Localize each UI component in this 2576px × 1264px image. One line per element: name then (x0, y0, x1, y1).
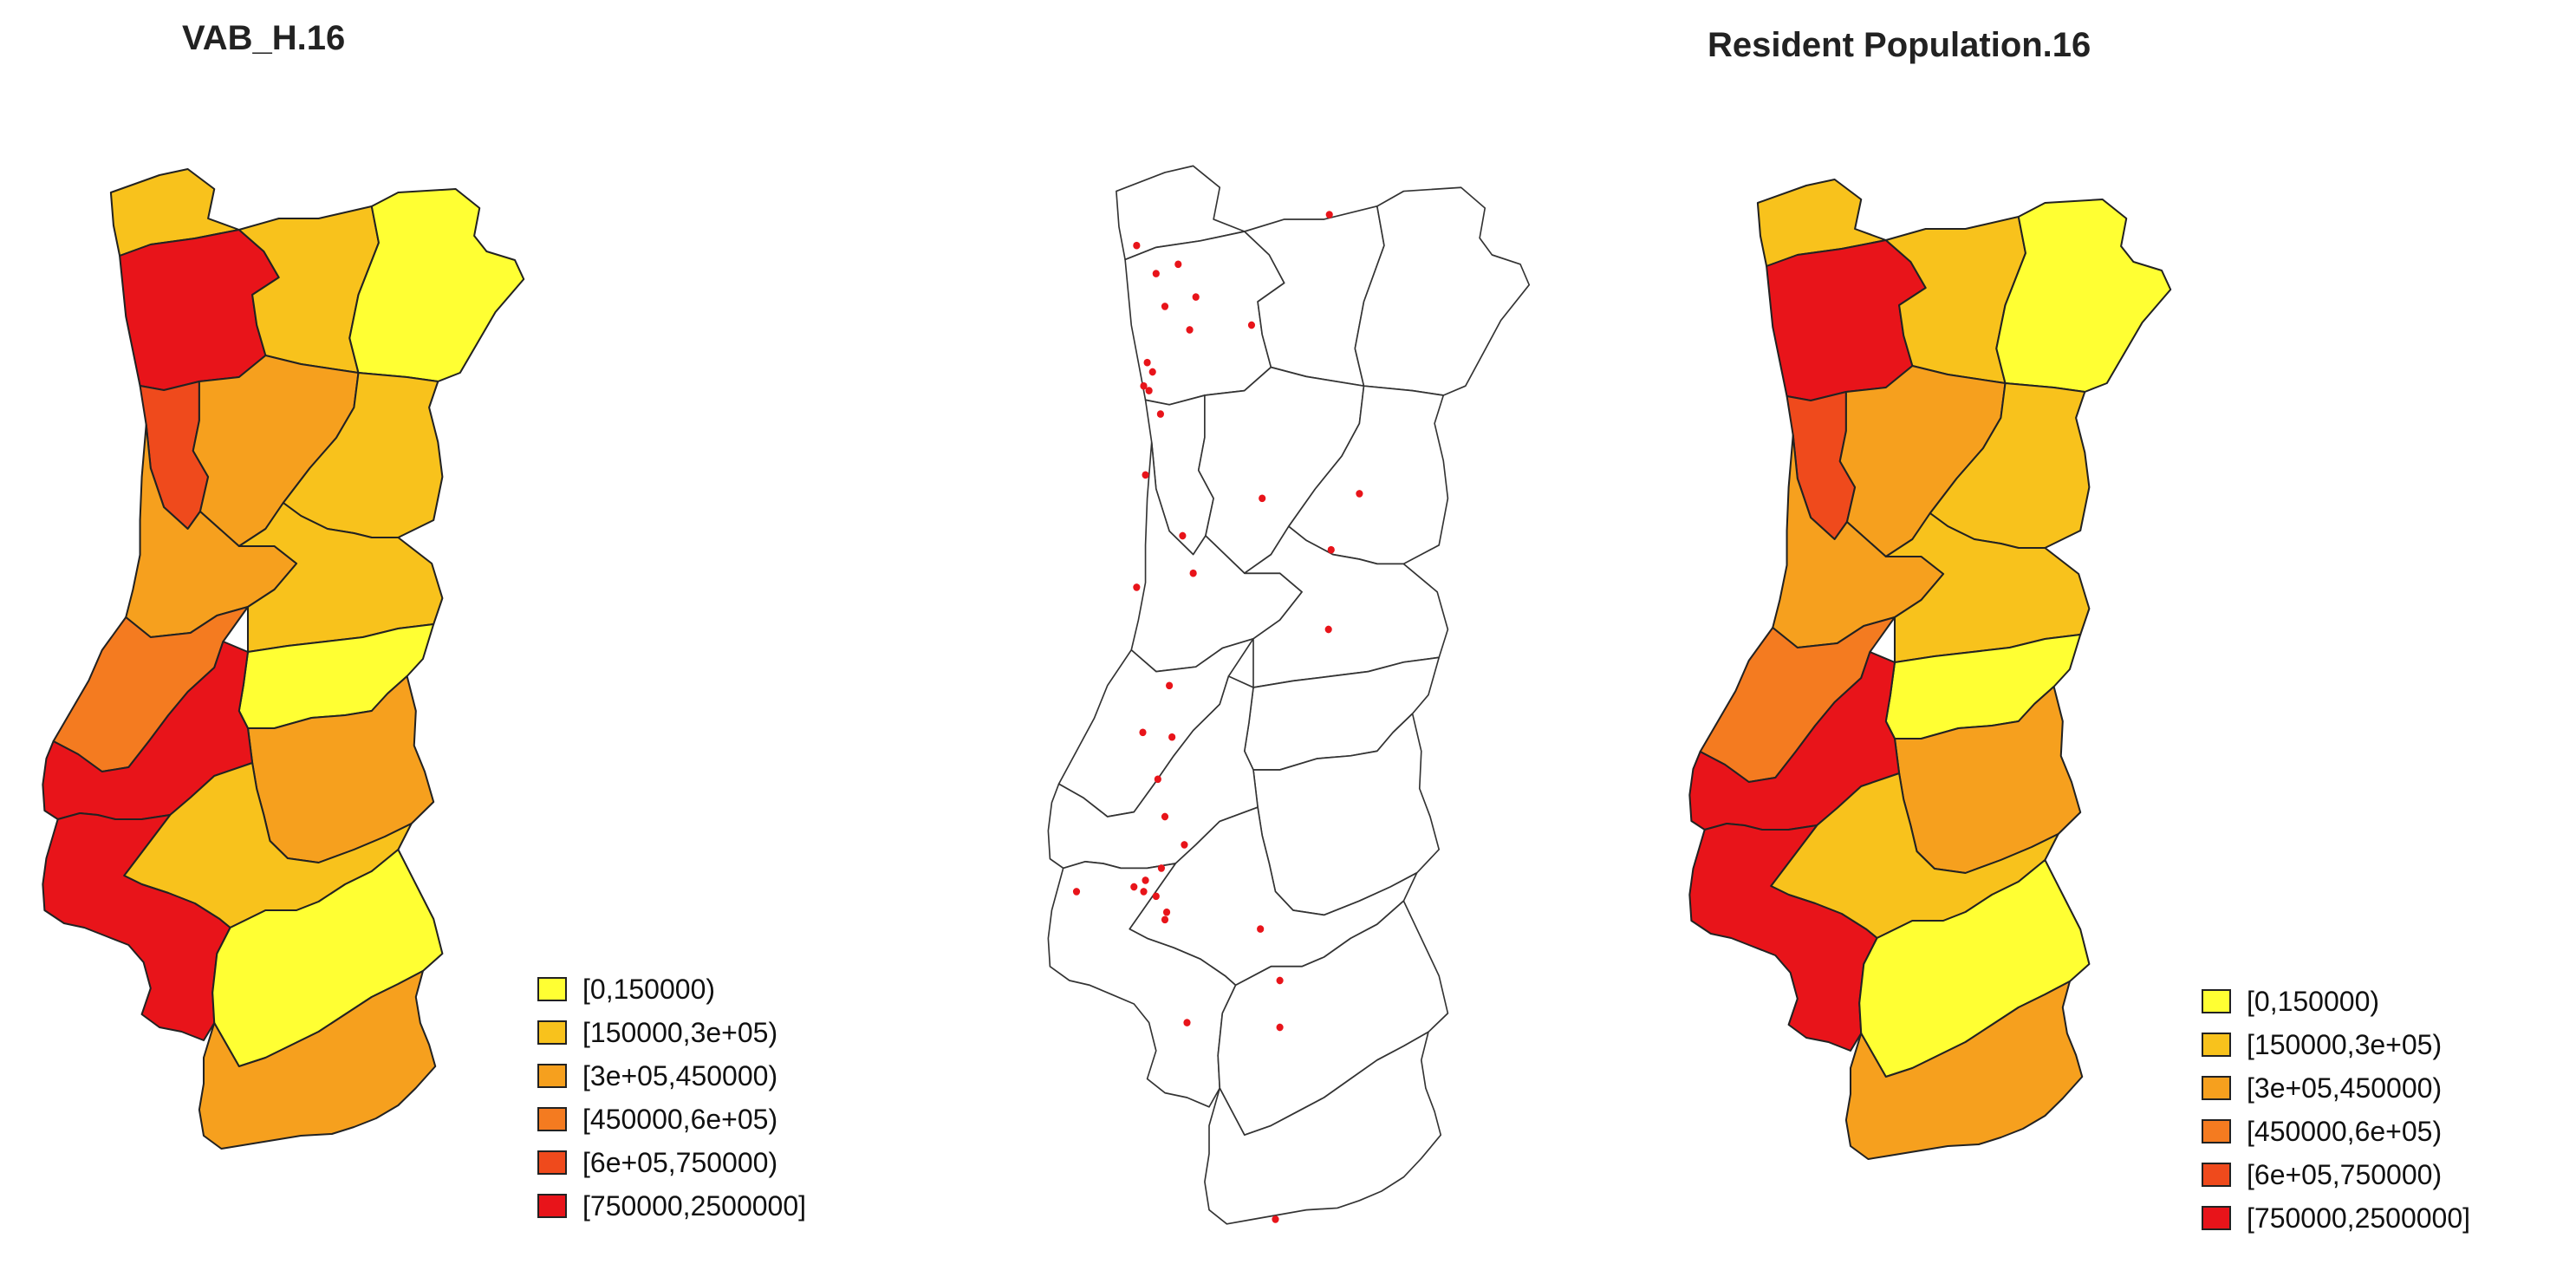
center-map-region-17 (1204, 1031, 1442, 1225)
left-legend: [0,150000) [150000,3e+05) [3e+05,450000)… (537, 968, 806, 1228)
legend-label: [0,150000) (582, 973, 716, 1005)
location-point (1161, 812, 1169, 821)
location-point (1179, 531, 1187, 540)
legend-label: [450000,6e+05) (2247, 1115, 2443, 1147)
location-point (1154, 775, 1161, 784)
legend-label: [3e+05,450000) (582, 1059, 778, 1091)
location-point (1142, 471, 1149, 479)
legend-swatch (2202, 989, 2231, 1013)
legend-swatch (537, 1064, 567, 1088)
location-point (1145, 387, 1153, 394)
legend-label: [750000,2500000] (2247, 1202, 2471, 1234)
legend-item: [6e+05,750000) (537, 1141, 806, 1184)
location-point (1133, 241, 1141, 250)
location-point (1276, 1023, 1284, 1032)
location-point (1276, 976, 1284, 985)
location-point (1272, 1215, 1279, 1223)
location-point (1324, 625, 1332, 634)
legend-item: [750000,2500000] (2202, 1196, 2470, 1240)
left-map-region-17 (198, 970, 437, 1150)
legend-swatch (537, 1194, 567, 1218)
location-point (1142, 876, 1149, 884)
location-point (1140, 888, 1148, 896)
legend-label: [0,150000) (2247, 985, 2380, 1017)
legend-swatch (537, 977, 567, 1001)
location-point (1327, 545, 1335, 554)
location-point (1192, 293, 1200, 301)
location-point (1189, 569, 1197, 577)
center-map-region-4 (1354, 186, 1531, 396)
legend-item: [0,150000) (2202, 980, 2470, 1023)
location-point (1174, 260, 1182, 269)
location-point (1166, 681, 1174, 690)
location-point (1168, 733, 1176, 741)
location-point (1133, 583, 1141, 591)
legend-label: [6e+05,750000) (582, 1146, 778, 1178)
location-point (1140, 381, 1148, 390)
legend-item: [450000,6e+05) (2202, 1110, 2470, 1153)
location-point (1156, 410, 1164, 418)
location-point (1072, 888, 1081, 896)
left-map-title: VAB_H.16 (182, 19, 346, 57)
legend-swatch (537, 1107, 567, 1131)
location-point (1257, 925, 1265, 933)
legend-swatch (2202, 1033, 2231, 1057)
right-choropleth-map (1688, 179, 2172, 1160)
legend-item: [6e+05,750000) (2202, 1153, 2470, 1196)
location-point (1152, 270, 1160, 277)
location-point (1186, 326, 1194, 334)
legend-item: [3e+05,450000) (2202, 1066, 2470, 1110)
legend-item: [450000,6e+05) (537, 1098, 806, 1141)
location-point (1325, 211, 1333, 218)
legend-swatch (537, 1150, 567, 1175)
legend-item: [0,150000) (537, 968, 806, 1011)
legend-label: [450000,6e+05) (582, 1103, 778, 1135)
legend-swatch (2202, 1163, 2231, 1187)
location-point (1161, 915, 1169, 924)
right-legend: [0,150000) [150000,3e+05) [3e+05,450000)… (2202, 980, 2470, 1240)
location-point (1259, 494, 1266, 503)
location-point (1356, 490, 1363, 498)
location-point (1139, 728, 1147, 737)
location-point (1143, 358, 1151, 367)
location-point (1247, 321, 1256, 329)
location-point (1152, 892, 1160, 901)
legend-swatch (2202, 1206, 2231, 1230)
legend-swatch (2202, 1076, 2231, 1100)
location-point (1162, 908, 1171, 916)
right-map-region-17 (1844, 981, 2084, 1160)
location-point (1157, 864, 1165, 872)
legend-item: [750000,2500000] (537, 1184, 806, 1228)
location-point (1181, 841, 1188, 849)
left-map-region-4 (348, 188, 525, 382)
center-point-map (1047, 165, 1531, 1225)
left-choropleth-map (42, 168, 525, 1150)
location-point (1148, 368, 1156, 376)
right-map-region-4 (1995, 199, 2172, 393)
legend-label: [3e+05,450000) (2247, 1072, 2443, 1104)
legend-item: [3e+05,450000) (537, 1054, 806, 1098)
legend-label: [750000,2500000] (582, 1189, 807, 1222)
legend-label: [6e+05,750000) (2247, 1158, 2443, 1190)
legend-item: [150000,3e+05) (2202, 1023, 2470, 1066)
location-point (1183, 1019, 1191, 1026)
location-point (1130, 883, 1138, 891)
legend-label: [150000,3e+05) (582, 1016, 778, 1048)
right-map-title: Resident Population.16 (1708, 26, 2091, 64)
legend-label: [150000,3e+05) (2247, 1028, 2443, 1060)
legend-swatch (2202, 1119, 2231, 1143)
location-point (1161, 303, 1169, 310)
legend-item: [150000,3e+05) (537, 1011, 806, 1054)
legend-swatch (537, 1020, 567, 1045)
